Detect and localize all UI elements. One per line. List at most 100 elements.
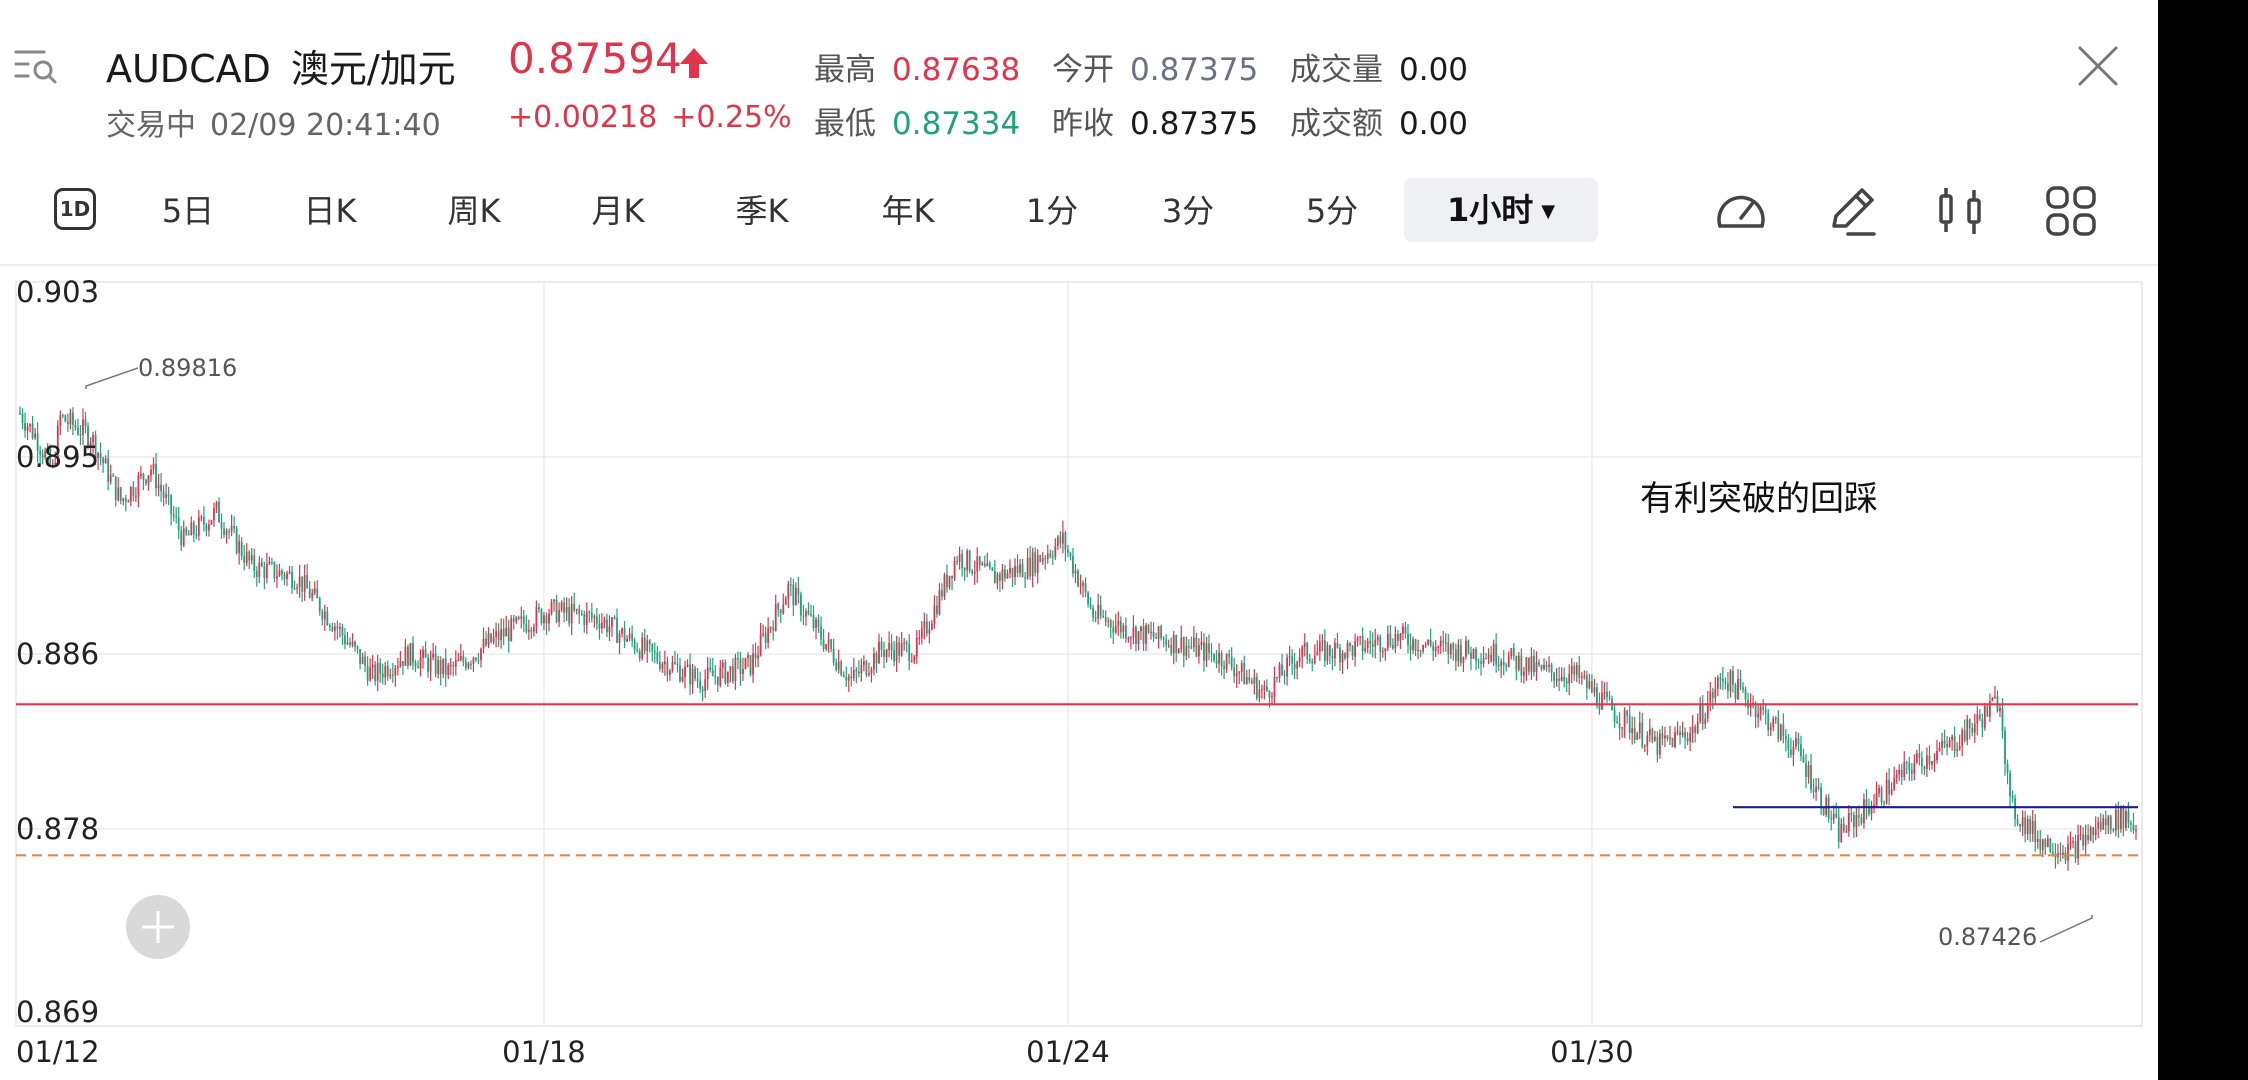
tab-3min[interactable]: 3分 [1161,192,1215,230]
candle-body [2026,818,2029,835]
candle-body [464,661,467,668]
candle-body [951,575,953,579]
candle-body [976,556,979,572]
candle-body [1646,735,1649,746]
candle-body [31,424,34,438]
candle-body [296,587,298,589]
candlestick-icon[interactable] [1932,182,1990,240]
candle-body [1540,664,1543,670]
pencil-draw-icon[interactable] [1824,182,1882,240]
candle-body [318,598,321,612]
candle-body [1016,565,1019,573]
candle-body [847,676,850,681]
grid-layout-icon[interactable] [2042,182,2100,240]
candle-body [44,451,47,458]
candle-body [1442,640,1445,643]
candle-body [1245,677,1248,685]
candle-body [827,639,830,645]
candle-body [794,587,797,606]
candle-body [404,646,407,666]
tab-1d[interactable]: 1D [54,188,96,230]
tab-5day[interactable]: 5日 [161,192,215,230]
tab-monthly-k[interactable]: 月K [591,192,645,230]
candle-body [1434,647,1437,652]
candle-body [1497,664,1500,667]
candle-body [462,655,465,662]
candle-body [439,659,442,675]
price-up-arrow-icon [680,48,708,78]
tab-5min[interactable]: 5分 [1305,192,1359,230]
candle-body [1409,644,1412,651]
candle-body [943,574,946,597]
tab-1hour-dropdown[interactable]: 1小时 ▼ [1404,178,1598,242]
high-marker: 0.89816 [85,354,237,389]
candle-body [1978,714,1981,720]
candle-body [973,571,976,574]
candle-body [258,562,261,577]
candle-body [1815,786,1817,793]
filter-search-icon[interactable] [14,46,58,86]
candle-body [643,637,646,652]
candle-body [1767,712,1770,731]
candle-body [868,673,870,676]
candle-body [754,653,757,659]
candle-body [769,627,772,629]
candle-body [1459,644,1462,663]
candle-body [1593,687,1596,693]
candle-body [762,633,765,635]
candle-body [2034,820,2037,842]
candle-body [1482,658,1485,664]
candle-body [49,448,52,465]
candle-body [1283,675,1286,677]
candle-body [1157,626,1160,639]
candle-body [1774,717,1777,719]
candle-body [1669,737,1671,740]
candle-body [172,513,175,517]
candle-body [653,651,656,653]
candle-body [2041,839,2044,851]
candle-body [862,661,865,666]
candle-body [900,642,903,656]
candle-body [54,462,57,465]
candle-body [714,676,717,678]
candle-body [1150,631,1152,633]
symbol-title: AUDCAD 澳元/加元 [106,38,456,93]
candle-body [1784,736,1787,740]
candle-body [1623,710,1626,728]
candle-body [1407,633,1409,645]
tab-yearly-k[interactable]: 年K [881,192,935,230]
tab-weekly-k[interactable]: 周K [447,192,501,230]
candle-body [1842,823,1845,832]
candle-body [1795,738,1797,747]
candle-body [1228,653,1231,657]
candle-body [1643,745,1646,747]
candle-body [903,642,906,644]
candle-body [636,649,639,652]
tab-quarterly-k[interactable]: 季K [735,192,789,230]
candle-body [94,434,97,458]
candle-body [1195,637,1198,657]
tab-daily-k[interactable]: 日K [303,192,357,230]
candle-body [1800,744,1802,757]
candle-body [1394,633,1397,649]
close-icon[interactable] [2074,42,2122,90]
candle-body [525,624,528,632]
candle-body [1626,710,1629,716]
candle-body [69,412,72,425]
candle-body [1029,557,1032,577]
candle-body [621,628,623,634]
candle-body [293,588,296,590]
stat-prev-close-value: 0.87375 [1130,106,1259,142]
tab-1min[interactable]: 1分 [1025,192,1079,230]
candle-body [1659,733,1661,755]
candle-body [512,618,515,622]
speedometer-icon[interactable] [1712,182,1770,240]
candle-body [265,564,268,579]
candle-body [1492,643,1495,662]
candle-body [447,665,450,675]
candlestick-chart[interactable]: 0.903 0.895 0.886 0.878 0.869 01/12 01/18 01/2… [0,270,2158,1080]
candle-body [432,653,435,658]
candle-body [1903,762,1906,778]
add-indicator-button[interactable] [126,895,190,959]
candle-body [618,633,621,643]
